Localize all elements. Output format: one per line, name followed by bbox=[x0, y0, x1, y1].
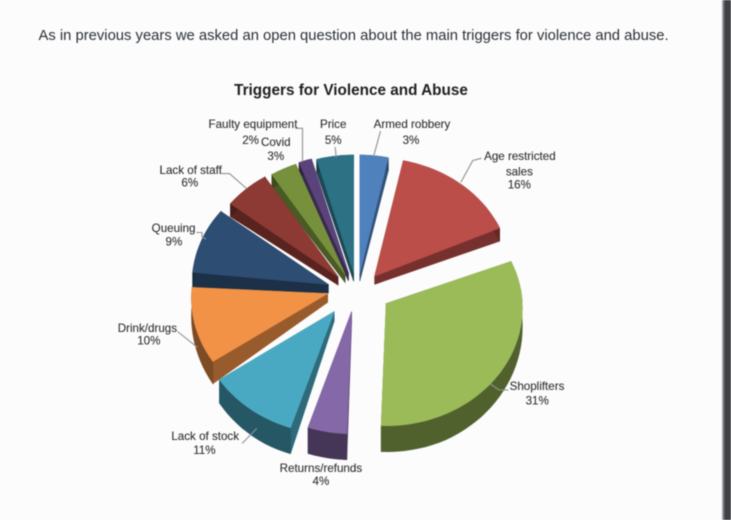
svg-text:31%: 31% bbox=[526, 395, 549, 408]
svg-text:Lack of stock: Lack of stock bbox=[171, 430, 239, 443]
svg-text:Faulty equipment: Faulty equipment bbox=[209, 118, 299, 131]
svg-text:10%: 10% bbox=[137, 335, 160, 348]
svg-text:Returns/refunds: Returns/refunds bbox=[280, 462, 363, 475]
svg-text:6%: 6% bbox=[181, 177, 198, 190]
svg-text:sales: sales bbox=[506, 166, 533, 179]
svg-text:4%: 4% bbox=[313, 475, 330, 488]
svg-text:2%: 2% bbox=[242, 134, 259, 147]
svg-text:16%: 16% bbox=[508, 179, 531, 192]
svg-text:Drink/drugs: Drink/drugs bbox=[118, 322, 177, 335]
svg-text:9%: 9% bbox=[166, 236, 183, 249]
svg-text:Covid: Covid bbox=[261, 136, 291, 149]
svg-text:Age restricted: Age restricted bbox=[484, 150, 556, 163]
svg-text:11%: 11% bbox=[193, 444, 215, 457]
svg-text:Shoplifters: Shoplifters bbox=[510, 380, 565, 393]
svg-text:3%: 3% bbox=[267, 150, 284, 163]
svg-text:Armed robbery: Armed robbery bbox=[374, 118, 451, 131]
svg-text:3%: 3% bbox=[403, 134, 420, 147]
svg-text:Lack of staff: Lack of staff bbox=[160, 164, 223, 177]
svg-text:Queuing: Queuing bbox=[152, 222, 196, 235]
svg-text:5%: 5% bbox=[325, 134, 342, 147]
svg-text:Price: Price bbox=[320, 118, 346, 131]
